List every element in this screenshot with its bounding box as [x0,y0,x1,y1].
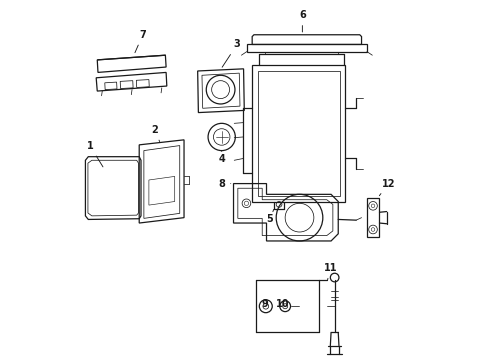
Text: 11: 11 [323,263,337,280]
Text: 5: 5 [267,210,274,224]
Text: 1: 1 [87,141,103,167]
Text: 6: 6 [299,10,306,32]
Text: 7: 7 [135,30,146,53]
Text: 9: 9 [261,299,268,309]
Text: 8: 8 [218,179,231,189]
Text: 4: 4 [219,150,225,164]
Text: 12: 12 [379,179,395,196]
Text: 3: 3 [222,40,241,67]
Text: 2: 2 [151,125,160,141]
Text: 10: 10 [276,299,290,309]
